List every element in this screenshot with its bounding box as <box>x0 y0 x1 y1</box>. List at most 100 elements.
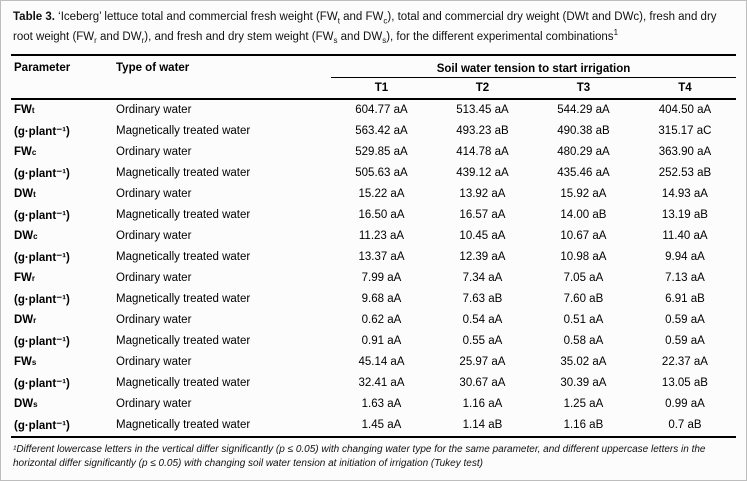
value-cell: 13.92 aA <box>459 188 506 201</box>
value-cell: 435.46 aA <box>557 167 610 180</box>
value-cell: 7.99 aA <box>361 272 402 285</box>
value-cell: 315.17 aC <box>658 124 712 137</box>
parameter-symbol: FW r <box>14 272 36 285</box>
table-row: Magnetically treated water 505.63 aA 439.1… <box>11 163 736 184</box>
caption-segment: c <box>383 16 388 26</box>
water-type-cell: Ordinary water <box>116 314 192 327</box>
water-type-cell: Magnetically treated water <box>116 335 251 348</box>
caption-segment: s <box>333 36 338 46</box>
water-type-cell: Ordinary water <box>116 398 192 411</box>
table-row: DW s (g·plant⁻¹) Ordinary water 1.63 aA 1.16 … <box>11 394 736 432</box>
table-row: Magnetically treated water 9.68 aA 7.63 aB… <box>11 289 736 310</box>
value-cell: 1.45 aA <box>361 419 402 432</box>
water-type-cell: Ordinary water <box>116 356 192 369</box>
parameter-label: FW s (g·plant⁻¹) <box>11 352 113 394</box>
value-cell: 505.63 aA <box>355 167 408 180</box>
parameter-symbol: DW r <box>14 314 37 327</box>
parameter-unit: (g·plant⁻¹) <box>14 210 70 223</box>
header-tension-t4: T4 <box>633 77 736 100</box>
table-caption: Table 3. ‘Iceberg’ lettuce total and com… <box>11 7 736 54</box>
header-row-main: Parameter Type of water Soil water tensi… <box>11 54 736 100</box>
table-row: DW c (g·plant⁻¹) Ordinary water 11.23 aA 10.4… <box>11 226 736 264</box>
value-cell: 563.42 aA <box>355 124 408 137</box>
value-cell: 404.50 aA <box>658 103 712 116</box>
value-cell: 10.45 aA <box>459 230 506 243</box>
value-cell: 13.37 aA <box>358 251 405 264</box>
value-cell: 22.37 aA <box>661 356 708 369</box>
water-type-cell: Ordinary water <box>116 272 192 285</box>
table-row: FW r (g·plant⁻¹) Ordinary water 7.99 aA 7.34 … <box>11 268 736 306</box>
parameter-symbol: FW c <box>14 146 37 159</box>
water-type-cell: Ordinary water <box>116 146 192 159</box>
value-cell: 10.98 aA <box>560 251 607 264</box>
parameter-symbol: FW t <box>14 104 35 117</box>
value-cell: 6.91 aB <box>665 293 705 306</box>
value-cell: 480.29 aA <box>557 146 610 159</box>
header-tension-group: Soil water tension to start irrigation <box>331 54 736 79</box>
value-cell: 9.68 aA <box>361 293 402 306</box>
value-cell: 0.91 aA <box>361 335 402 348</box>
caption-segment: r <box>94 36 97 46</box>
caption-segment: s <box>382 36 387 46</box>
parameter-symbol: DW c <box>14 230 38 243</box>
table-row: DW r (g·plant⁻¹) Ordinary water 0.62 aA 0.54 … <box>11 310 736 348</box>
parameter-unit: (g·plant⁻¹) <box>14 378 70 391</box>
parameter-symbol: FW s <box>14 356 37 369</box>
water-type-cell: Magnetically treated water <box>116 251 251 264</box>
header-tension-t3: T3 <box>532 77 634 100</box>
parameter-label: DW r (g·plant⁻¹) <box>11 310 113 352</box>
caption-segment: r <box>141 36 145 46</box>
table-row: Magnetically treated water 563.42 aA 493.2… <box>11 120 736 142</box>
value-cell: 439.12 aA <box>456 167 509 180</box>
parameter-label: FW t (g·plant⁻¹) <box>11 99 113 142</box>
caption-segment: and FW <box>339 11 384 23</box>
header-parameter: Parameter <box>11 54 113 100</box>
water-type-cell: Magnetically treated water <box>116 377 251 390</box>
value-cell: 1.16 aA <box>462 398 503 411</box>
caption-segment: t <box>337 16 340 26</box>
value-cell: 7.13 aA <box>665 272 705 285</box>
value-cell: 14.93 aA <box>661 188 708 201</box>
value-cell: 1.25 aA <box>563 398 604 411</box>
value-cell: 0.62 aA <box>361 314 402 327</box>
value-cell: 0.7 aB <box>668 419 702 432</box>
caption-segment: ), and fresh and dry stem weight (FW <box>144 30 334 43</box>
value-cell: 13.19 aB <box>661 209 708 222</box>
header-row-tensions: T1 T2 T3 T4 <box>11 77 736 100</box>
table-row: Magnetically treated water 16.50 aA 16.57 … <box>11 205 736 226</box>
value-cell: 1.14 aB <box>462 419 503 432</box>
value-cell: 529.85 aA <box>355 146 408 159</box>
value-cell: 25.97 aA <box>459 356 506 369</box>
value-cell: 7.60 aB <box>563 293 604 306</box>
water-type-cell: Magnetically treated water <box>116 293 251 306</box>
parameter-unit: (g·plant⁻¹) <box>14 294 70 307</box>
value-cell: 32.41 aA <box>358 377 405 390</box>
table-footnote: ¹Different lowercase letters in the vert… <box>13 443 706 470</box>
value-cell: 11.23 aA <box>358 230 405 243</box>
parameter-symbol: DW s <box>14 398 38 411</box>
water-type-cell: Magnetically treated water <box>116 124 251 137</box>
value-cell: 30.39 aA <box>560 377 607 390</box>
value-cell: 493.23 aB <box>456 124 509 137</box>
value-cell: 0.54 aA <box>462 314 503 327</box>
value-cell: 252.53 aB <box>658 167 712 180</box>
table-row: Magnetically treated water 13.37 aA 12.39 … <box>11 247 736 268</box>
parameter-unit: (g·plant⁻¹) <box>14 420 70 433</box>
data-table: Parameter Type of water Soil water tensi… <box>11 53 736 438</box>
value-cell: 7.34 aA <box>462 272 503 285</box>
table-row: DW t (g·plant⁻¹) Ordinary water 15.22 aA 13.9… <box>11 184 736 222</box>
caption-segment: and DW <box>337 30 383 43</box>
table-body: FW t (g·plant⁻¹) Ordinary water 604.77 aA 513… <box>11 99 736 437</box>
value-cell: 1.16 aB <box>563 419 604 432</box>
parameter-unit: (g·plant⁻¹) <box>14 252 70 265</box>
value-cell: 0.51 aA <box>563 314 604 327</box>
header-tension-t1: T1 <box>331 77 432 100</box>
value-cell: 7.63 aB <box>462 293 503 306</box>
water-type-cell: Ordinary water <box>116 188 192 201</box>
parameter-unit: (g·plant⁻¹) <box>14 126 70 139</box>
caption-segment: ), total and commercial dry weight (DWt … <box>13 11 717 43</box>
table-row: Magnetically treated water 0.91 aA 0.55 aA… <box>11 331 736 352</box>
value-cell: 544.29 aA <box>557 103 610 116</box>
water-type-cell: Magnetically treated water <box>116 419 251 432</box>
